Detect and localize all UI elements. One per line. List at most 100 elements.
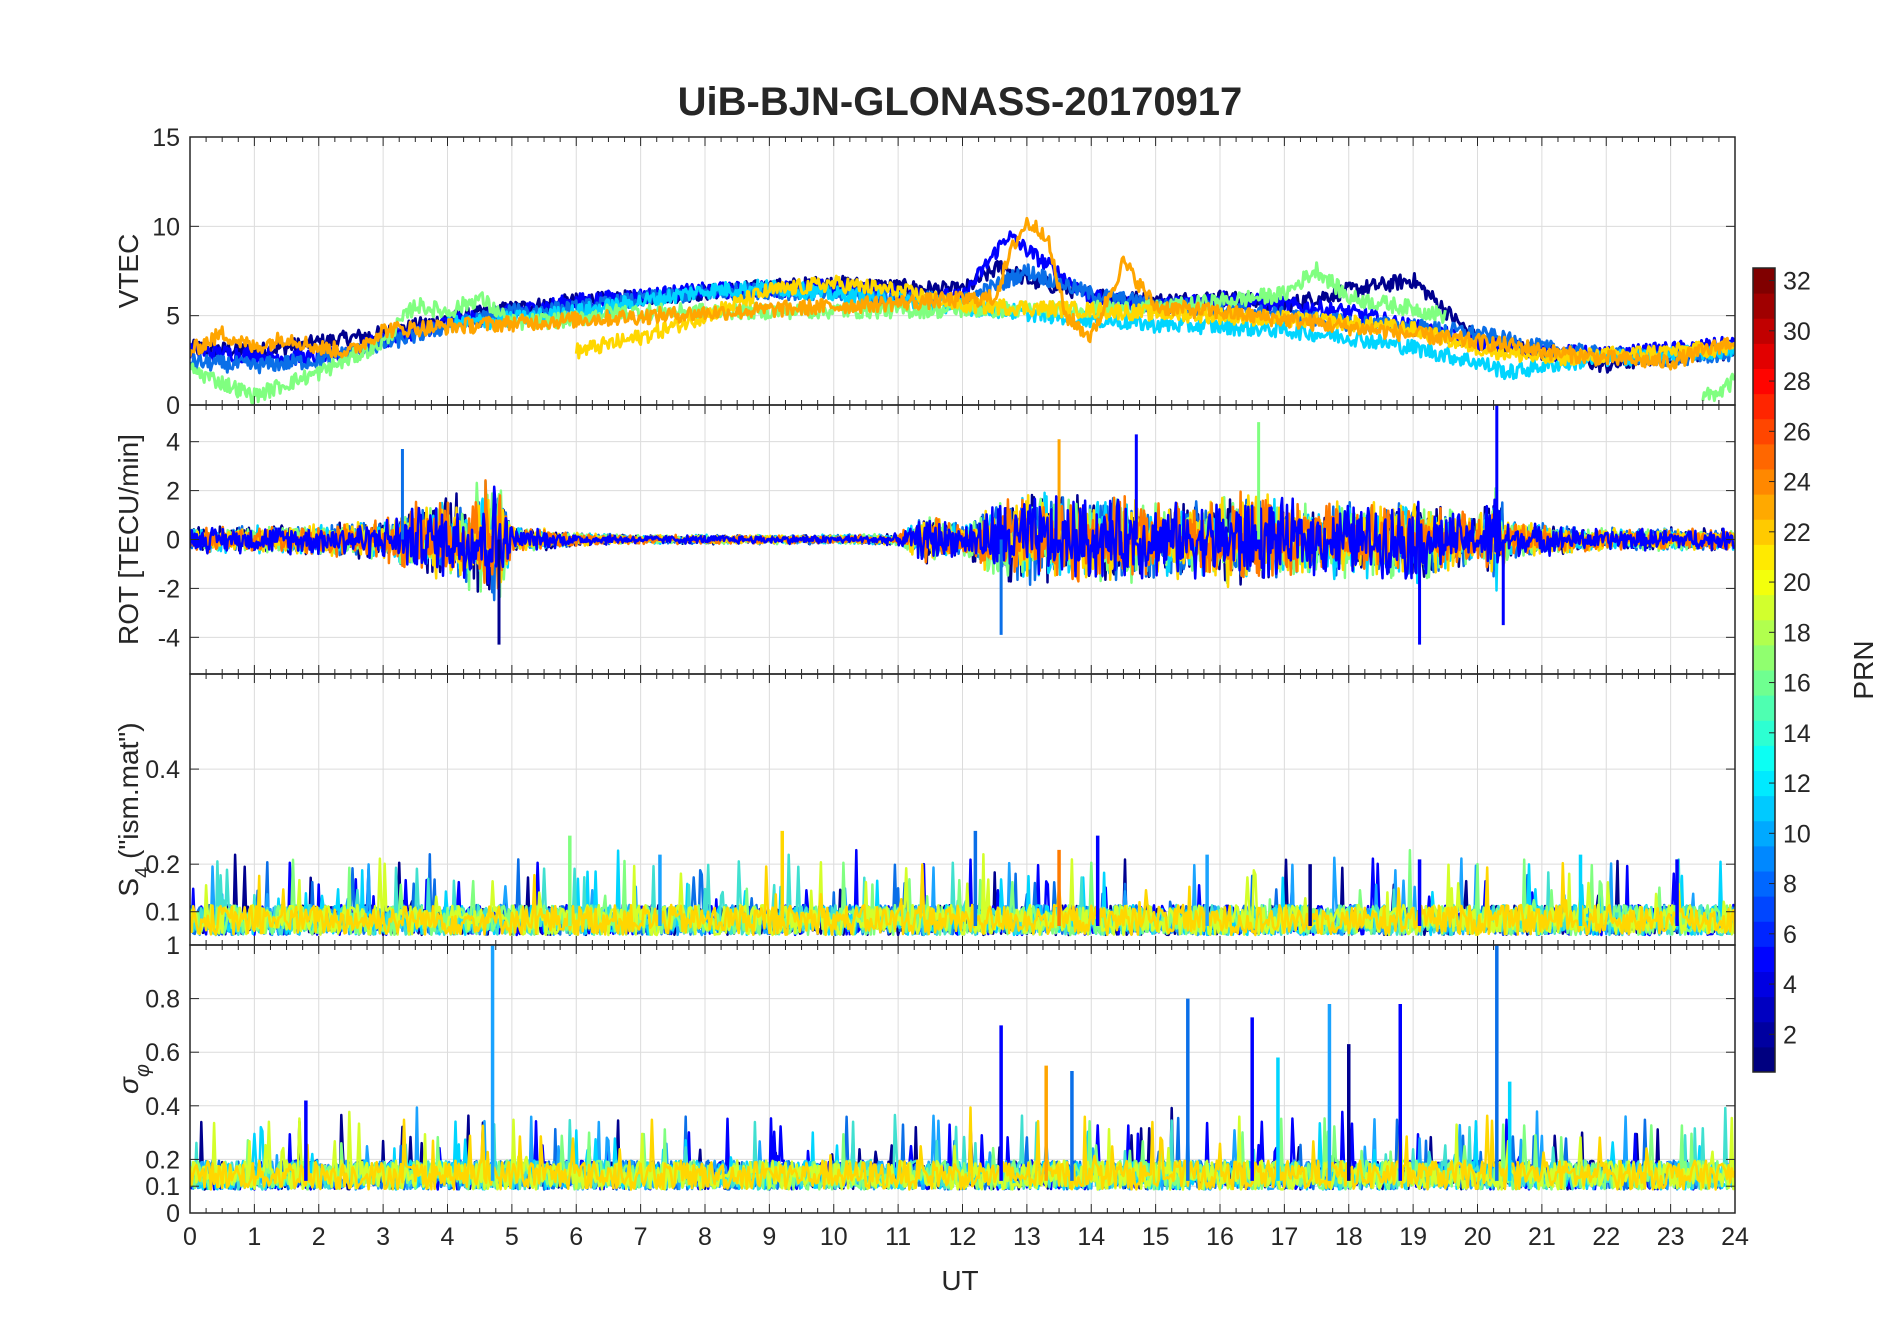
plot-area bbox=[190, 216, 1735, 405]
vtec-line-prn-23 bbox=[190, 216, 1735, 371]
colorbar-tick-label: 2 bbox=[1783, 1021, 1797, 1049]
colorbar-tick-label: 30 bbox=[1783, 318, 1811, 346]
x-tick-label: 3 bbox=[376, 1223, 390, 1251]
colorbar-tick-label: 18 bbox=[1783, 619, 1811, 647]
colorbar-segment bbox=[1753, 720, 1775, 746]
x-tick-label: 15 bbox=[1142, 1223, 1170, 1251]
x-tick-label: 19 bbox=[1399, 1223, 1427, 1251]
y-tick-label: 0.2 bbox=[145, 851, 180, 879]
colorbar-segment bbox=[1753, 1046, 1775, 1073]
y-tick-label: 0 bbox=[166, 392, 180, 420]
y-tick-label: 2 bbox=[166, 478, 180, 506]
colorbar-segment bbox=[1753, 770, 1775, 797]
y-tick-label: 5 bbox=[166, 303, 180, 331]
x-tick-label: 12 bbox=[949, 1223, 977, 1251]
colorbar-segment bbox=[1753, 569, 1775, 596]
x-tick-label: 14 bbox=[1077, 1223, 1105, 1251]
colorbar-segment bbox=[1753, 268, 1775, 294]
colorbar-tick-label: 16 bbox=[1783, 670, 1811, 698]
y-tick-label: 10 bbox=[152, 213, 180, 241]
colorbar-segment bbox=[1753, 996, 1775, 1023]
x-tick-label: 6 bbox=[569, 1223, 583, 1251]
colorbar-segment bbox=[1753, 871, 1775, 897]
y-tick-label: -4 bbox=[158, 624, 180, 652]
colorbar-segment bbox=[1753, 494, 1775, 520]
grid bbox=[189, 136, 1736, 406]
colorbar-segment bbox=[1753, 745, 1775, 771]
colorbar-segment bbox=[1753, 418, 1775, 445]
colorbar-tick-label: 24 bbox=[1783, 469, 1811, 497]
x-tick-label: 10 bbox=[820, 1223, 848, 1251]
colorbar-segment bbox=[1753, 896, 1775, 922]
colorbar-tick-label: 20 bbox=[1783, 569, 1811, 597]
colorbar-segment bbox=[1753, 795, 1775, 822]
colorbar-tick-label: 10 bbox=[1783, 820, 1811, 848]
colorbar-tick-label: 28 bbox=[1783, 368, 1811, 396]
x-tick-label: 23 bbox=[1657, 1223, 1685, 1251]
y-axis-label: ROT [TECU/min] bbox=[113, 434, 144, 645]
colorbar-segment bbox=[1753, 368, 1775, 395]
colorbar-tick-label: 6 bbox=[1783, 921, 1797, 949]
x-tick-label: 11 bbox=[885, 1223, 911, 1251]
y-axis-label: σφ bbox=[113, 1064, 154, 1094]
x-tick-label: 18 bbox=[1335, 1223, 1363, 1251]
colorbar-segment bbox=[1753, 670, 1775, 696]
colorbar-tick-label: 12 bbox=[1783, 770, 1811, 798]
y-label-sub: φ bbox=[132, 1064, 154, 1077]
y-label-rest: ("ism.mat") bbox=[113, 722, 144, 866]
x-tick-label: 5 bbox=[505, 1223, 519, 1251]
y-tick-label: 1 bbox=[166, 932, 180, 960]
y-tick-label: 0.6 bbox=[145, 1039, 180, 1067]
x-tick-label: 20 bbox=[1464, 1223, 1492, 1251]
colorbar-segment bbox=[1753, 519, 1775, 545]
y-tick-label: 0.8 bbox=[145, 986, 180, 1014]
colorbar-segment bbox=[1753, 820, 1775, 847]
vtec-panel: 0 5 10 15 VTEC bbox=[113, 124, 1736, 420]
plot-area bbox=[190, 405, 1735, 645]
colorbar-segment bbox=[1753, 644, 1775, 671]
x-tick-label: 0 bbox=[183, 1223, 197, 1251]
y-label-main: σ bbox=[113, 1076, 144, 1094]
colorbar-segment bbox=[1753, 971, 1775, 998]
colorbar-segment bbox=[1753, 845, 1775, 872]
colorbar-tick-label: 4 bbox=[1783, 971, 1797, 999]
rot-panel: -4 -2 0 2 4 ROT [TECU/min] bbox=[113, 404, 1736, 675]
y-tick-label: 0.1 bbox=[145, 1173, 180, 1201]
y-tick-label: 0.4 bbox=[145, 1093, 180, 1121]
colorbar-segment bbox=[1753, 343, 1775, 369]
colorbar-tick-label: 8 bbox=[1783, 871, 1797, 899]
y-tick-label: 15 bbox=[152, 124, 180, 152]
rot-trace bbox=[190, 485, 1735, 585]
vtec-line-prn-26 bbox=[1701, 372, 1735, 403]
x-tick-label: 21 bbox=[1528, 1223, 1556, 1251]
x-axis-label: UT bbox=[941, 1265, 978, 1296]
colorbar-segment bbox=[1753, 469, 1775, 495]
x-tick-label: 16 bbox=[1206, 1223, 1234, 1251]
y-tick-label: 0 bbox=[166, 527, 180, 555]
y-tick-label: -2 bbox=[158, 575, 180, 603]
x-tick-label: 4 bbox=[441, 1223, 455, 1251]
colorbar-segment bbox=[1753, 1021, 1775, 1048]
colorbar-segment bbox=[1753, 393, 1775, 420]
colorbar-segment bbox=[1753, 946, 1775, 972]
x-tick-label: 22 bbox=[1592, 1223, 1620, 1251]
colorbar-tick-label: 32 bbox=[1783, 268, 1811, 296]
y-tick-label: 0.4 bbox=[145, 756, 180, 784]
colorbar-frame bbox=[1752, 267, 1776, 1073]
colorbar-segment bbox=[1753, 443, 1775, 470]
sigma-phi-trace bbox=[190, 1106, 1735, 1191]
x-tick-label: 9 bbox=[762, 1223, 776, 1251]
colorbar-segment bbox=[1753, 619, 1775, 646]
colorbar-segment bbox=[1753, 594, 1775, 621]
colorbar-segment bbox=[1753, 921, 1775, 947]
x-tick-label: 2 bbox=[312, 1223, 326, 1251]
s4-panel: 0.10.20.4S4 ("ism.mat") bbox=[113, 673, 1736, 946]
plot-area bbox=[190, 830, 1735, 937]
vtec-line-prn-16 bbox=[190, 261, 1447, 405]
colorbar-segment bbox=[1753, 544, 1775, 570]
s4-trace bbox=[190, 861, 1735, 937]
colorbar-label: PRN bbox=[1848, 640, 1879, 699]
